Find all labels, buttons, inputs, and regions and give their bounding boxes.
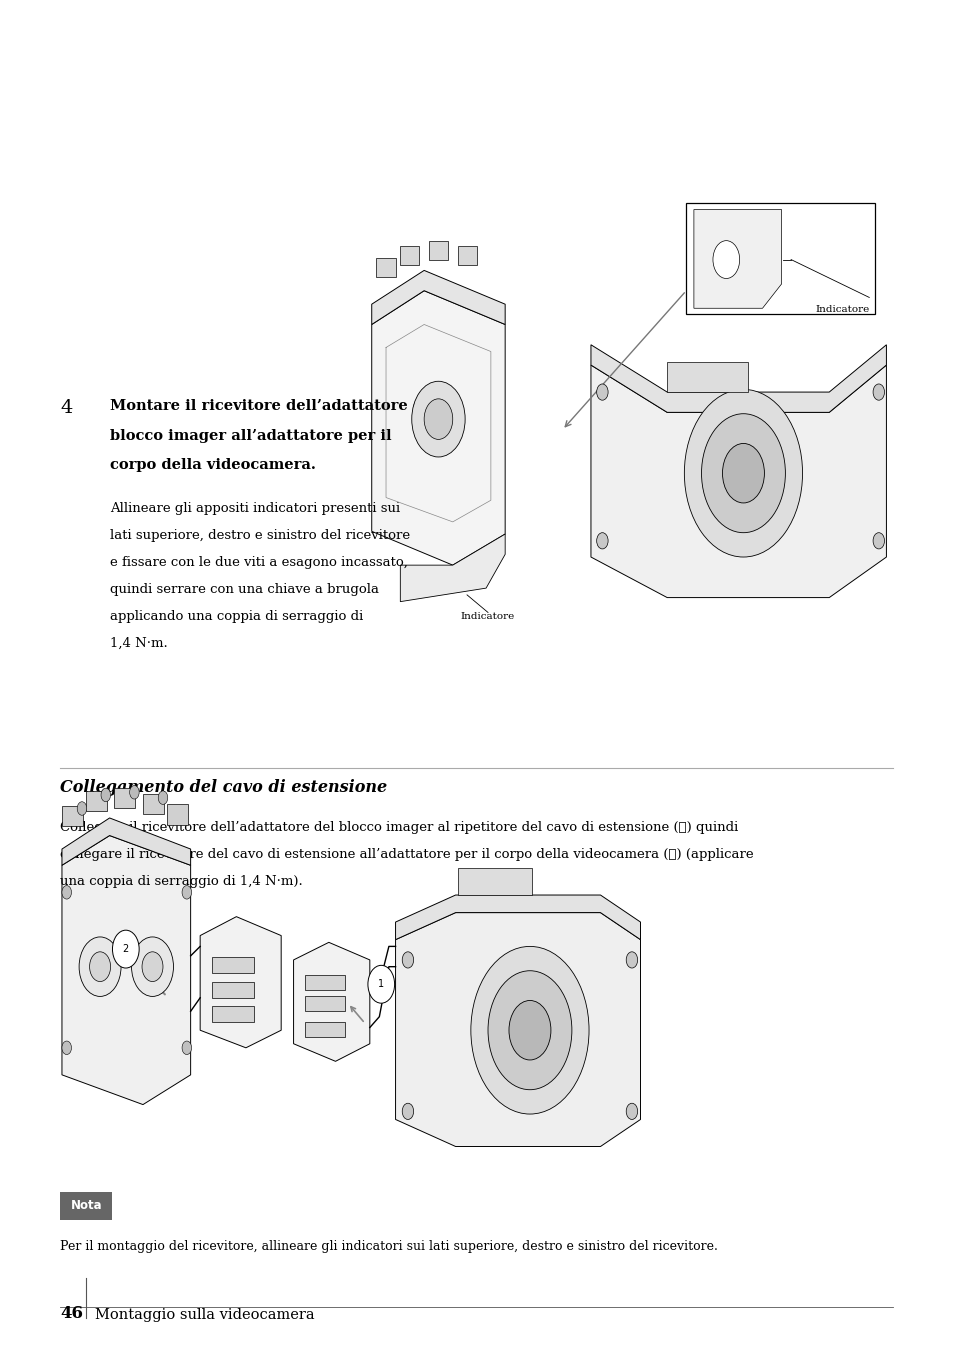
Circle shape	[368, 965, 395, 1003]
Circle shape	[412, 381, 465, 457]
Bar	[212, 982, 254, 998]
Circle shape	[424, 399, 453, 439]
Circle shape	[62, 1041, 71, 1055]
Polygon shape	[372, 291, 505, 565]
Bar	[60, 1192, 112, 1220]
Polygon shape	[590, 345, 885, 412]
Circle shape	[712, 241, 739, 279]
Circle shape	[721, 443, 763, 503]
Circle shape	[700, 414, 784, 533]
Circle shape	[872, 533, 883, 549]
Circle shape	[596, 384, 607, 400]
Circle shape	[130, 786, 139, 799]
Polygon shape	[62, 836, 191, 1105]
Bar	[212, 1006, 254, 1022]
Text: 1: 1	[377, 979, 384, 990]
Text: Indicatore: Indicatore	[814, 304, 868, 314]
Polygon shape	[395, 913, 639, 1146]
Polygon shape	[200, 917, 281, 1048]
Text: Collegare il ricevitore dell’adattatore del blocco imager al ripetitore del cavo: Collegare il ricevitore dell’adattatore …	[60, 821, 738, 834]
Circle shape	[872, 384, 883, 400]
Text: 46: 46	[60, 1305, 83, 1322]
Bar	[400, 246, 419, 265]
Circle shape	[182, 1041, 192, 1055]
Bar	[666, 362, 747, 392]
Text: blocco imager all’adattatore per il: blocco imager all’adattatore per il	[110, 429, 391, 442]
Text: 4: 4	[60, 399, 72, 416]
Circle shape	[182, 886, 192, 899]
Circle shape	[402, 1103, 414, 1119]
Circle shape	[509, 1000, 550, 1060]
Circle shape	[488, 971, 571, 1090]
Text: Montaggio sulla videocamera: Montaggio sulla videocamera	[95, 1309, 314, 1322]
Bar	[305, 1022, 345, 1037]
Bar	[167, 804, 188, 825]
Text: collegare il ricevitore del cavo di estensione all’adattatore per il corpo della: collegare il ricevitore del cavo di este…	[60, 848, 753, 861]
Circle shape	[471, 946, 588, 1114]
Bar	[376, 258, 395, 277]
Bar	[62, 806, 83, 826]
Text: Montare il ricevitore dell’adattatore del: Montare il ricevitore dell’adattatore de…	[110, 399, 437, 412]
Circle shape	[625, 1103, 637, 1119]
Bar	[114, 788, 135, 808]
Circle shape	[683, 389, 801, 557]
Bar	[305, 996, 345, 1011]
Circle shape	[142, 952, 163, 982]
Circle shape	[402, 952, 414, 968]
Text: Nota: Nota	[71, 1199, 102, 1213]
Circle shape	[158, 791, 168, 804]
Text: quindi serrare con una chiave a brugola: quindi serrare con una chiave a brugola	[110, 583, 378, 596]
Circle shape	[596, 533, 607, 549]
Circle shape	[90, 952, 111, 982]
Text: Allineare gli appositi indicatori presenti sui: Allineare gli appositi indicatori presen…	[110, 502, 399, 515]
Bar	[685, 203, 874, 314]
Circle shape	[625, 952, 637, 968]
Text: Indicatore: Indicatore	[460, 612, 515, 622]
Circle shape	[101, 788, 111, 802]
Bar	[457, 868, 532, 895]
Text: 2: 2	[123, 944, 129, 955]
Circle shape	[112, 930, 139, 968]
Bar	[86, 791, 107, 811]
Polygon shape	[62, 818, 191, 865]
Text: Per il montaggio del ricevitore, allineare gli indicatori sui lati superiore, de: Per il montaggio del ricevitore, allinea…	[60, 1240, 718, 1253]
Bar	[429, 241, 448, 260]
Bar	[305, 975, 345, 990]
Circle shape	[77, 802, 87, 815]
Polygon shape	[400, 534, 505, 602]
Bar	[143, 794, 164, 814]
Polygon shape	[693, 210, 781, 308]
Bar	[457, 246, 476, 265]
Text: Collegamento del cavo di estensione: Collegamento del cavo di estensione	[60, 779, 387, 796]
Polygon shape	[294, 942, 370, 1061]
Circle shape	[62, 886, 71, 899]
Circle shape	[79, 937, 121, 996]
Polygon shape	[590, 365, 885, 598]
Text: 1,4 N·m.: 1,4 N·m.	[110, 637, 167, 650]
Polygon shape	[372, 270, 505, 324]
Polygon shape	[395, 895, 639, 940]
Text: corpo della videocamera.: corpo della videocamera.	[110, 458, 315, 472]
Text: una coppia di serraggio di 1,4 N·m).: una coppia di serraggio di 1,4 N·m).	[60, 875, 302, 888]
Text: e fissare con le due viti a esagono incassato,: e fissare con le due viti a esagono inca…	[110, 556, 407, 569]
Circle shape	[132, 937, 173, 996]
Text: lati superiore, destro e sinistro del ricevitore: lati superiore, destro e sinistro del ri…	[110, 529, 409, 542]
Text: applicando una coppia di serraggio di: applicando una coppia di serraggio di	[110, 610, 362, 623]
Bar	[212, 957, 254, 973]
